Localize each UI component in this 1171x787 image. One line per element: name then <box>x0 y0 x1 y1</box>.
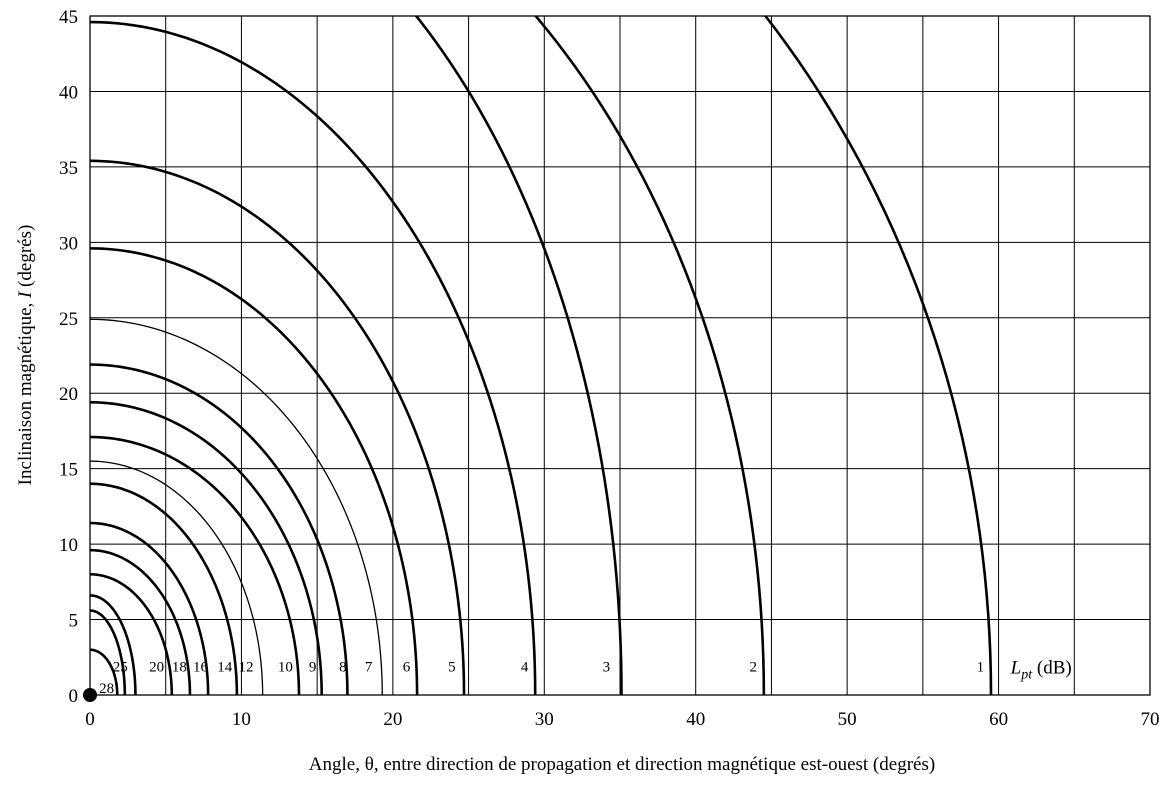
curve-8 <box>90 363 349 695</box>
data-point-label: 28 <box>99 681 114 697</box>
unit-label-suffix: (dB) <box>1032 657 1072 678</box>
plot-frame <box>89 15 1151 696</box>
x-tick-label: 10 <box>232 709 251 730</box>
unit-label-main: L <box>1010 657 1022 678</box>
x-tick-label: 50 <box>838 709 857 730</box>
curve-12 <box>90 460 264 695</box>
curve-label: 14 <box>217 659 233 675</box>
curve-inner-17 <box>90 648 119 695</box>
curve-2 <box>533 16 766 695</box>
curve-label: 20 <box>149 659 164 675</box>
y-tick-label: 25 <box>59 309 78 330</box>
curve-label: 1 <box>977 659 985 675</box>
y-axis-title-prefix: Inclinaison magnétique, <box>15 298 36 485</box>
curve-label: 12 <box>238 659 253 675</box>
y-tick-label: 35 <box>59 158 78 179</box>
curve-label: 8 <box>339 659 347 675</box>
curve-4 <box>90 20 537 695</box>
curve-9 <box>90 400 323 695</box>
curve-18 <box>90 548 192 695</box>
curve-label: 10 <box>278 659 293 675</box>
x-tick-label: 0 <box>85 709 95 730</box>
curve-label: 9 <box>309 659 317 675</box>
grid <box>89 15 1151 696</box>
curve-7 <box>90 318 383 695</box>
curve-label: 7 <box>365 659 373 675</box>
y-tick-label: 15 <box>59 460 78 481</box>
curve-10 <box>90 435 301 695</box>
curve-3 <box>414 16 623 695</box>
y-axis-title: Inclinaison magnétique, I (degrés) <box>15 225 36 486</box>
y-tick-label: 5 <box>69 611 79 632</box>
y-tick-label: 40 <box>59 82 78 103</box>
x-tick-label: 40 <box>686 709 705 730</box>
curve-label: 25 <box>113 659 128 675</box>
curve-label: 4 <box>521 659 529 675</box>
x-tick-label: 60 <box>989 709 1008 730</box>
curve-label: 5 <box>448 659 456 675</box>
y-tick-label: 45 <box>59 7 78 28</box>
y-axis-title-italic: I <box>15 290 36 299</box>
y-axis-title-suffix: (degrés) <box>15 225 36 292</box>
curve-16 <box>90 521 210 695</box>
y-tick-label: 0 <box>69 686 79 707</box>
x-tick-label: 20 <box>383 709 402 730</box>
x-axis-title: Angle, θ, entre direction de propagation… <box>309 754 935 775</box>
curve-label: 2 <box>750 659 758 675</box>
unit-label-subscript: pt <box>1020 667 1033 682</box>
curve-20 <box>90 572 174 695</box>
curve-14 <box>90 482 239 695</box>
y-tick-label: 30 <box>59 233 78 254</box>
unit-label: Lpt (dB) <box>1010 657 1072 682</box>
curve-5 <box>90 159 466 695</box>
curve-25 <box>90 594 137 695</box>
curve-1 <box>763 16 993 695</box>
x-tick-label: 70 <box>1141 709 1160 730</box>
curve-label: 18 <box>172 659 187 675</box>
curve-label: 3 <box>603 659 611 675</box>
curve-inner-16 <box>90 609 127 695</box>
x-tick-label: 30 <box>535 709 554 730</box>
y-tick-label: 10 <box>59 535 78 556</box>
curve-label: 16 <box>193 659 209 675</box>
y-tick-label: 20 <box>59 384 78 405</box>
curves <box>90 16 993 695</box>
curve-6 <box>90 247 419 695</box>
curve-label: 6 <box>403 659 411 675</box>
